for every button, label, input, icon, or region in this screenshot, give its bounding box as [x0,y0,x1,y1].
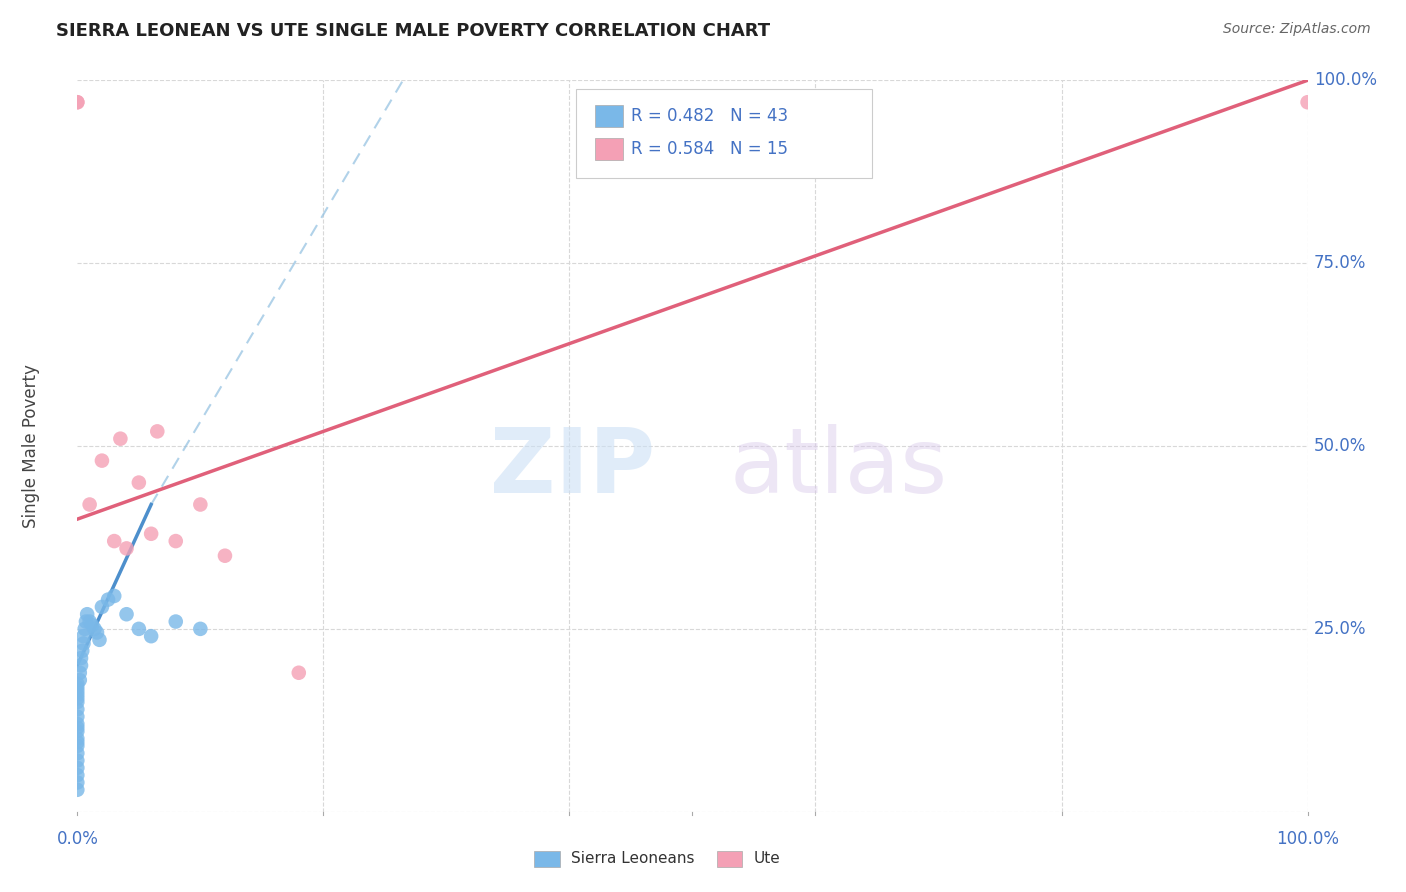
Point [66,735,89,749]
Point [66,754,89,768]
Point [66,731,89,746]
Point [110,432,132,446]
Text: 100.0%: 100.0% [1277,830,1339,848]
Point [82,618,104,632]
Point [66,782,89,797]
Text: ZIP: ZIP [491,424,655,512]
Point [70,651,93,665]
Point [90,453,114,467]
Point [66,775,89,789]
Point [66,95,89,110]
Point [75,615,97,629]
Point [66,688,89,702]
Point [1296,95,1319,110]
Point [86,625,108,640]
Point [90,599,114,614]
Point [141,629,163,643]
Text: Ute: Ute [754,852,780,866]
Point [188,498,212,512]
Point [141,526,163,541]
Point [128,475,150,490]
Point [97,592,120,607]
Point [214,549,236,563]
Text: R = 0.584   N = 15: R = 0.584 N = 15 [631,140,789,158]
Text: 50.0%: 50.0% [1313,437,1367,455]
Text: 75.0%: 75.0% [1313,254,1367,272]
Text: 25.0%: 25.0% [1313,620,1367,638]
Point [165,615,187,629]
Point [66,695,89,709]
Point [69,673,91,687]
Point [72,629,94,643]
Point [79,498,101,512]
Point [66,717,89,731]
Point [66,724,89,739]
Point [115,541,138,556]
Text: atlas: atlas [730,424,948,512]
Text: Single Male Poverty: Single Male Poverty [21,364,39,528]
Point [128,622,150,636]
Point [165,534,187,549]
Point [66,761,89,775]
Point [72,636,94,650]
Point [115,607,138,622]
Point [69,665,91,680]
Point [66,702,89,716]
Point [188,622,212,636]
Text: SIERRA LEONEAN VS UTE SINGLE MALE POVERTY CORRELATION CHART: SIERRA LEONEAN VS UTE SINGLE MALE POVERT… [56,22,770,40]
Point [66,681,89,695]
Point [66,721,89,735]
Point [66,739,89,753]
Point [66,709,89,723]
Point [73,622,96,636]
Point [146,425,169,439]
Text: Sierra Leoneans: Sierra Leoneans [571,852,695,866]
Text: 0.0%: 0.0% [56,830,98,848]
Point [103,534,125,549]
Point [79,615,101,629]
Point [83,622,105,636]
Point [288,665,311,680]
Point [66,95,89,110]
Point [103,589,125,603]
Text: Source: ZipAtlas.com: Source: ZipAtlas.com [1223,22,1371,37]
Point [66,684,89,698]
Point [66,676,89,690]
Point [70,644,93,658]
Point [66,768,89,782]
Point [76,607,98,622]
Point [66,746,89,760]
Point [66,691,89,706]
Point [70,658,93,673]
Text: R = 0.482   N = 43: R = 0.482 N = 43 [631,107,789,125]
Point [89,632,111,647]
Text: 100.0%: 100.0% [1313,71,1376,89]
